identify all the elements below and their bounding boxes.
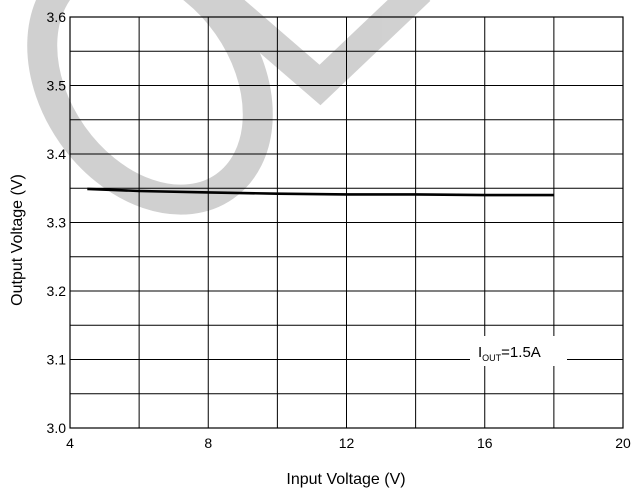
series-group	[87, 187, 554, 197]
annotation: IOUT=1.5A	[470, 336, 567, 366]
annotation-main: I	[478, 344, 482, 361]
x-tick-label: 16	[477, 435, 493, 451]
y-tick-label: 3.4	[47, 146, 67, 162]
series-line	[87, 187, 554, 197]
x-axis-label: Input Voltage (V)	[286, 471, 405, 488]
x-tick-label: 12	[339, 435, 355, 451]
y-tick-label: 3.1	[47, 352, 67, 368]
x-tick-label: 20	[615, 435, 631, 451]
annotation-value: =1.5A	[501, 344, 541, 361]
x-tick-label: 8	[204, 435, 212, 451]
y-tick-label: 3.2	[47, 283, 67, 299]
x-axis-ticks: 4 8 12 16 20	[66, 435, 631, 451]
plot-area	[69, 16, 624, 429]
annotation-subscript: OUT	[482, 353, 502, 363]
y-axis-ticks: 3.0 3.1 3.2 3.3 3.4 3.5 3.6	[47, 9, 67, 436]
y-tick-label: 3.3	[47, 215, 67, 231]
annotation-label: IOUT=1.5A	[478, 344, 541, 363]
grid	[70, 17, 623, 428]
y-tick-label: 3.6	[47, 9, 67, 25]
y-tick-label: 3.5	[47, 78, 67, 94]
plot-border	[69, 16, 624, 429]
x-tick-label: 4	[66, 435, 74, 451]
y-tick-label: 3.0	[47, 420, 67, 436]
annotation-box	[470, 336, 567, 366]
watermark-logo	[27, 0, 431, 215]
y-axis-label: Output Voltage (V)	[9, 174, 26, 306]
